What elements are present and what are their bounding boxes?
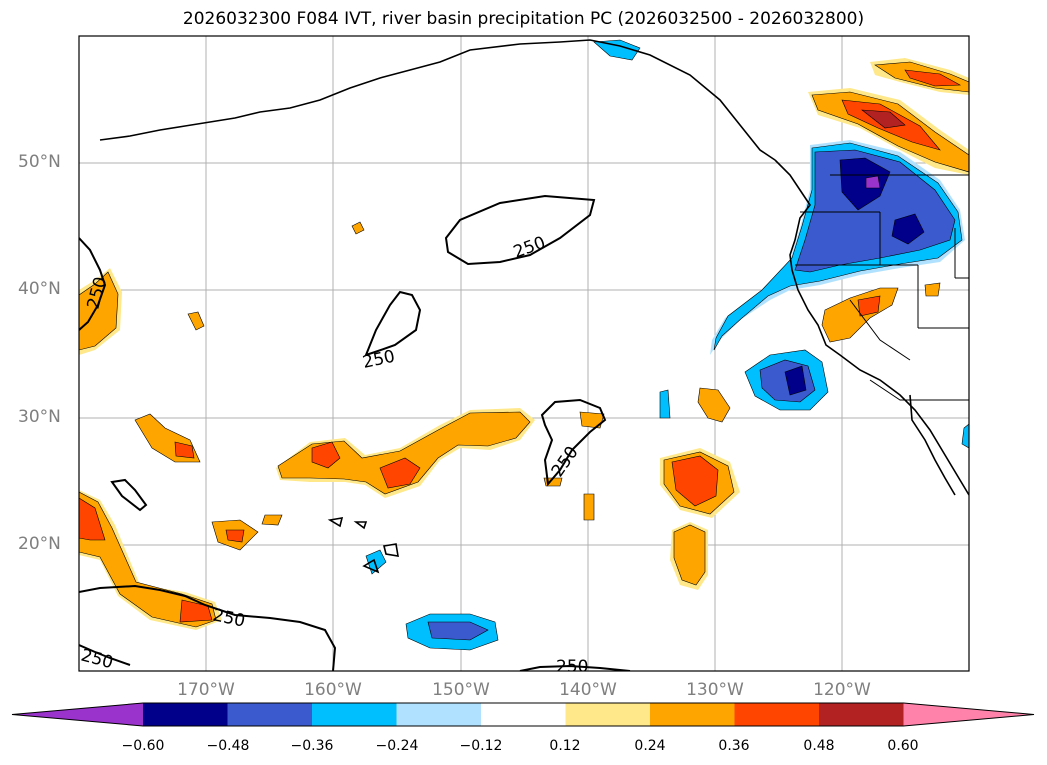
colorbar-extend-left bbox=[12, 703, 143, 726]
colorbar-tick-label: 0.48 bbox=[803, 738, 835, 754]
colorbar-segment bbox=[565, 703, 651, 726]
lat-tick-label: 40°N bbox=[18, 279, 61, 299]
colorbar-segment bbox=[227, 703, 313, 726]
colorbar-tick-label: 0.12 bbox=[549, 738, 581, 754]
colorbar-tick-label: 0.36 bbox=[718, 738, 750, 754]
colorbar-segment bbox=[312, 703, 397, 726]
colorbar-tick-label: 0.24 bbox=[634, 738, 666, 754]
lon-tick-label: 150°W bbox=[432, 680, 490, 700]
colorbar-tick-label: −0.24 bbox=[375, 738, 419, 754]
lon-tick-label: 120°W bbox=[813, 680, 871, 700]
ivt-contour-labels: 250 250 250 250 250 250 250 bbox=[79, 233, 588, 677]
lon-tick-label: 140°W bbox=[559, 680, 617, 700]
lat-tick-label: 30°N bbox=[18, 407, 61, 427]
colorbar-tick-label: −0.48 bbox=[206, 738, 250, 754]
map-area bbox=[79, 36, 969, 671]
lon-tick-label: 170°W bbox=[177, 680, 235, 700]
negative-pc-regions bbox=[365, 39, 969, 651]
contour-label: 250 bbox=[556, 657, 588, 677]
positive-pc-regions bbox=[79, 58, 969, 630]
colorbar-outline bbox=[11, 702, 1035, 727]
lon-tick-label: 130°W bbox=[686, 680, 744, 700]
colorbar-tick-label: −0.12 bbox=[459, 738, 503, 754]
colorbar-segment bbox=[481, 703, 566, 726]
coastlines bbox=[99, 39, 969, 574]
state-borders bbox=[795, 174, 969, 401]
ivt-contours bbox=[79, 194, 631, 671]
lat-tick-label: 50°N bbox=[18, 152, 61, 172]
gridlines bbox=[79, 36, 969, 671]
colorbar-segment bbox=[734, 703, 820, 726]
colorbar-tick-label: 0.60 bbox=[887, 738, 919, 754]
colorbar-tick-label: −0.36 bbox=[290, 738, 334, 754]
lon-tick-label: 160°W bbox=[304, 680, 362, 700]
colorbar-segment bbox=[396, 703, 482, 726]
colorbar-segment bbox=[819, 703, 904, 726]
colorbar-segment bbox=[650, 703, 735, 726]
colorbar-tick-label: −0.60 bbox=[121, 738, 165, 754]
colorbar bbox=[11, 702, 1035, 727]
map-frame bbox=[78, 35, 970, 672]
colorbar-segment bbox=[143, 703, 228, 726]
lat-tick-label: 20°N bbox=[18, 534, 61, 554]
map-title: 2026032300 F084 IVT, river basin precipi… bbox=[182, 9, 865, 29]
colorbar-extend-right bbox=[903, 703, 1034, 726]
